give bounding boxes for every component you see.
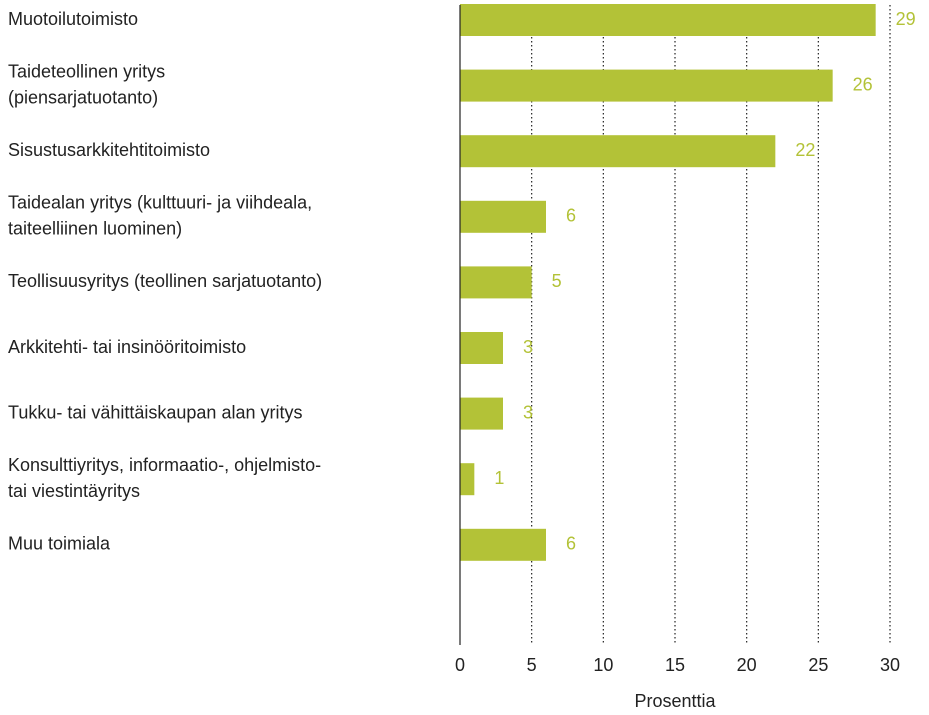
- x-axis-label: Prosenttia: [634, 691, 716, 711]
- bar: [460, 528, 546, 561]
- value-label: 22: [795, 140, 815, 160]
- bar: [460, 4, 876, 36]
- value-label: 3: [523, 402, 533, 422]
- value-label: 6: [566, 534, 576, 554]
- category-label: tai viestintäyritys: [8, 481, 140, 501]
- category-label: (piensarjatuotanto): [8, 87, 158, 107]
- category-label: Konsulttiyritys, informaatio-, ohjelmist…: [8, 455, 321, 475]
- x-tick-label: 25: [808, 655, 828, 675]
- x-tick-label: 20: [737, 655, 757, 675]
- category-label: taiteelliinen luominen): [8, 219, 182, 239]
- value-label: 5: [552, 271, 562, 291]
- bar: [460, 135, 776, 168]
- category-label: Arkkitehti- tai insinööritoimisto: [8, 337, 246, 357]
- bar: [460, 266, 532, 299]
- category-label: Tukku- tai vähittäiskaupan alan yritys: [8, 402, 302, 422]
- x-tick-label: 0: [455, 655, 465, 675]
- bar: [460, 397, 503, 430]
- x-tick-label: 5: [527, 655, 537, 675]
- category-label: Taideteollinen yritys: [8, 61, 165, 81]
- category-label: Muotoilutoimisto: [8, 9, 138, 29]
- category-label: Taidealan yritys (kulttuuri- ja viihdeal…: [8, 193, 312, 213]
- bar: [460, 463, 475, 496]
- x-tick-label: 10: [593, 655, 613, 675]
- bar: [460, 200, 546, 233]
- value-label: 1: [494, 468, 504, 488]
- bar: [460, 332, 503, 364]
- value-label: 6: [566, 206, 576, 226]
- bar: [460, 69, 833, 102]
- category-label: Muu toimiala: [8, 534, 111, 554]
- value-label: 3: [523, 337, 533, 357]
- value-label: 26: [853, 74, 873, 94]
- x-tick-label: 15: [665, 655, 685, 675]
- category-label: Sisustusarkkitehtitoimisto: [8, 140, 210, 160]
- value-label: 29: [896, 9, 916, 29]
- category-label: Teollisuusyritys (teollinen sarjatuotant…: [8, 271, 322, 291]
- x-tick-label: 30: [880, 655, 900, 675]
